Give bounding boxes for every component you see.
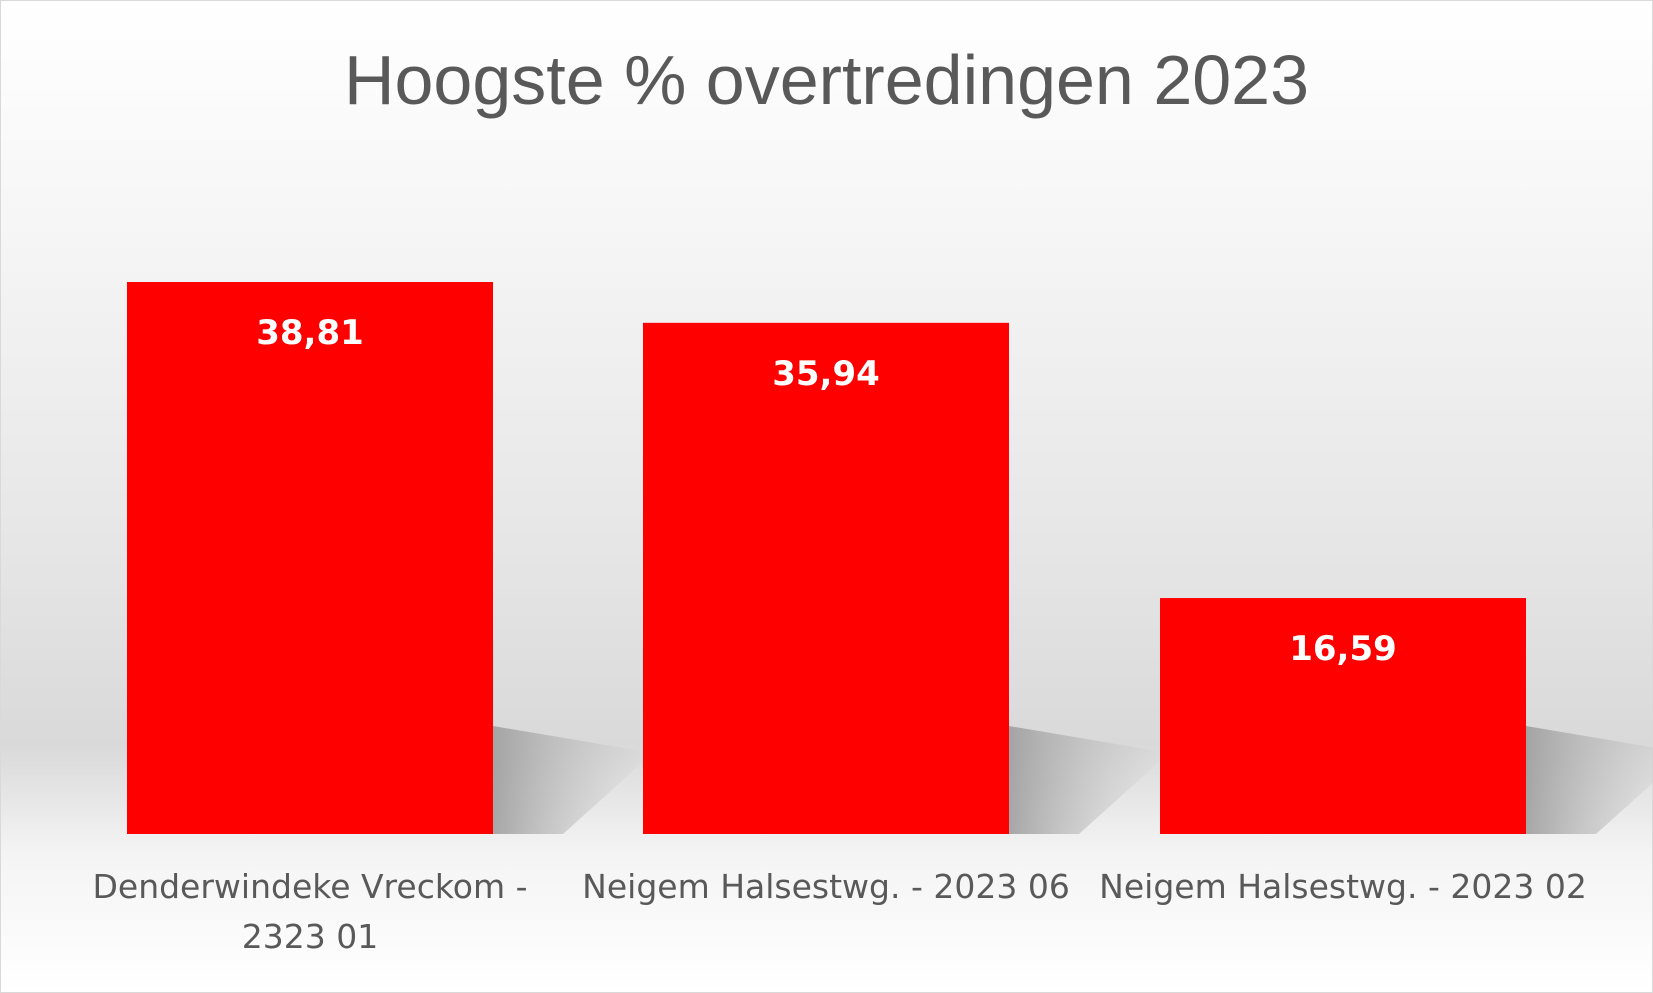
bar: [1160, 598, 1526, 834]
bar-shadow: [1526, 726, 1653, 834]
data-label: 38,81: [256, 313, 364, 353]
bar-shadow: [1009, 726, 1169, 834]
category-label: Neigem Halsestwg. - 2023 02: [1099, 867, 1587, 906]
category-label: Denderwindeke Vreckom - 2323 01: [92, 867, 528, 956]
bar: [643, 322, 1009, 834]
data-label: 16,59: [1289, 629, 1397, 669]
bar-shadow: [493, 726, 653, 834]
chart-title: Hoogste % overtredingen 2023: [343, 41, 1310, 119]
data-label: 35,94: [772, 354, 880, 394]
category-label: Neigem Halsestwg. - 2023 06: [582, 867, 1070, 906]
bar: [127, 282, 493, 834]
